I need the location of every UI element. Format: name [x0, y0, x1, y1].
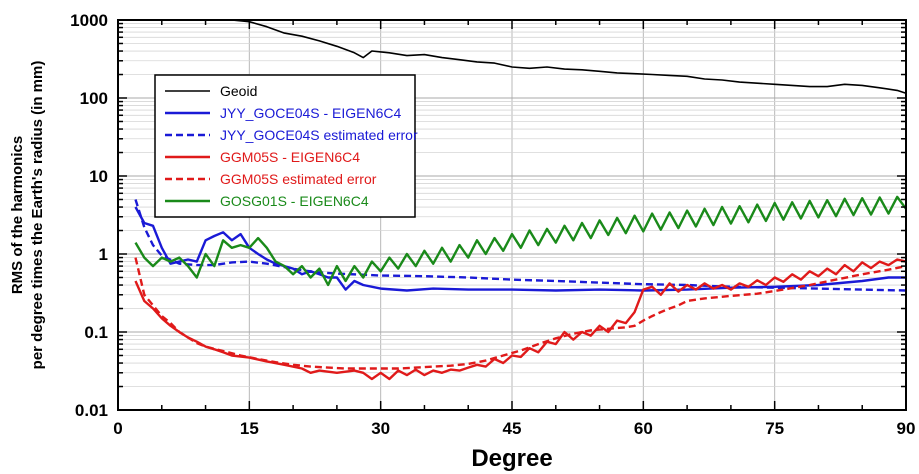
legend-label-3: GGM05S - EIGEN6C4 — [220, 149, 360, 165]
y-tick-label: 0.1 — [84, 323, 108, 342]
y-axis-title-line1: RMS of the harmonics — [9, 136, 26, 294]
x-tick-label: 0 — [113, 419, 122, 438]
x-tick-label: 45 — [503, 419, 522, 438]
legend: Geoid JYY_GOCE04S - EIGEN6C4 JYY_GOCE04S e… — [154, 74, 418, 218]
x-tick-label: 75 — [765, 419, 784, 438]
axis-ticks — [117, 19, 907, 411]
x-axis-title: Degree — [471, 445, 552, 472]
y-tick-label: 1 — [99, 245, 108, 264]
y-tick-label: 100 — [80, 89, 108, 108]
x-tick-label: 60 — [634, 419, 653, 438]
y-tick-label: 10 — [89, 167, 108, 186]
series-line-0 — [231, 19, 907, 95]
y-tick-label: 0.01 — [75, 401, 108, 420]
series-layer — [134, 19, 907, 381]
legend-label-0: Geoid — [220, 83, 257, 99]
legend-box — [154, 74, 416, 218]
y-axis-title-line2: per degree times the Earth's radius (in … — [29, 61, 46, 370]
legend-label-1: JYY_GOCE04S - EIGEN6C4 — [220, 105, 402, 121]
x-tick-label: 30 — [371, 419, 390, 438]
y-tick-label: 1000 — [70, 11, 108, 30]
series-line-4 — [134, 257, 907, 370]
legend-label-4: GGM05S estimated error — [220, 171, 377, 187]
y-axis-tick-labels: 0.01 0.1 1 10 100 1000 — [70, 11, 108, 420]
series-line-5 — [134, 195, 907, 287]
x-axis-tick-labels: 0 15 30 45 60 75 90 — [113, 419, 915, 438]
legend-label-5: GOSG01S - EIGEN6C4 — [220, 193, 369, 209]
x-tick-label: 15 — [240, 419, 259, 438]
x-tick-label: 90 — [897, 419, 916, 438]
legend-label-2: JYY_GOCE04S estimated error — [220, 127, 418, 143]
